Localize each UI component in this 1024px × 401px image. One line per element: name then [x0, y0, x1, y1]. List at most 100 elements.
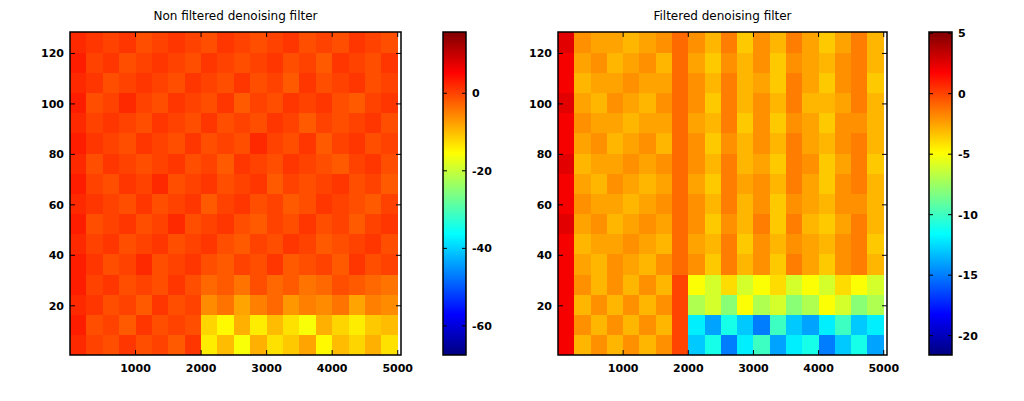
cell	[365, 315, 382, 336]
cell	[819, 194, 836, 215]
cell	[867, 72, 884, 93]
cell	[217, 72, 234, 93]
cell	[574, 93, 591, 114]
cell	[802, 153, 819, 174]
cell	[753, 133, 770, 154]
cell	[558, 93, 575, 114]
cell	[591, 52, 608, 73]
cell	[802, 214, 819, 235]
cell	[558, 234, 575, 255]
cell	[672, 113, 689, 134]
cell	[737, 315, 754, 336]
cell	[607, 93, 624, 114]
cell	[267, 194, 284, 215]
cell	[574, 113, 591, 134]
cell	[119, 254, 136, 275]
cell	[299, 274, 316, 295]
cell	[250, 153, 267, 174]
cell	[688, 52, 705, 73]
cell	[672, 294, 689, 315]
x-tick	[135, 350, 136, 355]
cell	[119, 153, 136, 174]
cell	[737, 234, 754, 255]
cell	[851, 32, 868, 53]
cell	[70, 254, 87, 275]
cell	[721, 294, 738, 315]
cell	[867, 93, 884, 114]
cell	[168, 93, 185, 114]
cell	[86, 294, 103, 315]
cell	[835, 234, 852, 255]
cell	[103, 72, 120, 93]
cell	[558, 173, 575, 194]
cell	[217, 173, 234, 194]
y-tick	[558, 53, 563, 54]
cell	[574, 294, 591, 315]
cell	[558, 133, 575, 154]
cell	[185, 173, 202, 194]
cell	[316, 214, 333, 235]
chart: 1000200030004000500020406080100120Filter…	[529, 9, 978, 375]
cell	[753, 113, 770, 134]
cell	[136, 194, 153, 215]
cell	[721, 32, 738, 53]
x-tick-label: 5000	[382, 362, 413, 375]
cell	[299, 93, 316, 114]
cell	[639, 153, 656, 174]
cell	[217, 93, 234, 114]
cell	[299, 214, 316, 235]
cell	[835, 214, 852, 235]
colorbar-tick-right	[948, 154, 952, 155]
cell	[656, 52, 673, 73]
colorbar-tick-label: 0	[958, 88, 966, 101]
cell	[591, 72, 608, 93]
y-tick-right	[882, 204, 887, 205]
y-tick-label: 40	[537, 249, 553, 262]
cell	[201, 153, 218, 174]
cell	[86, 113, 103, 134]
cell	[721, 72, 738, 93]
cell	[234, 274, 251, 295]
cell	[867, 234, 884, 255]
cell	[786, 234, 803, 255]
x-tick	[818, 350, 819, 355]
cell	[607, 113, 624, 134]
cell	[558, 335, 575, 355]
cell	[152, 153, 169, 174]
cell	[737, 254, 754, 275]
cell	[234, 173, 251, 194]
cell	[574, 52, 591, 73]
cell	[607, 274, 624, 295]
y-tick-label: 80	[537, 148, 553, 161]
cell	[185, 315, 202, 336]
cell	[152, 52, 169, 73]
cell	[136, 294, 153, 315]
cell	[672, 32, 689, 53]
cell	[381, 294, 398, 315]
cell	[250, 254, 267, 275]
cell	[737, 294, 754, 315]
cell	[381, 315, 398, 336]
cell	[819, 133, 836, 154]
cell	[283, 153, 300, 174]
cell	[381, 234, 398, 255]
cell	[591, 254, 608, 275]
background	[0, 0, 1024, 401]
y-tick	[558, 305, 563, 306]
cell	[86, 72, 103, 93]
cell	[819, 294, 836, 315]
cell	[656, 72, 673, 93]
cell	[672, 194, 689, 215]
cell	[591, 93, 608, 114]
y-tick-right	[396, 204, 401, 205]
cell	[737, 173, 754, 194]
cell	[672, 274, 689, 295]
cell	[217, 294, 234, 315]
cell	[623, 254, 640, 275]
y-tick-label: 100	[529, 98, 552, 111]
y-tick-right	[396, 255, 401, 256]
cell	[770, 214, 787, 235]
cell	[721, 93, 738, 114]
cell	[185, 335, 202, 355]
cell	[770, 234, 787, 255]
